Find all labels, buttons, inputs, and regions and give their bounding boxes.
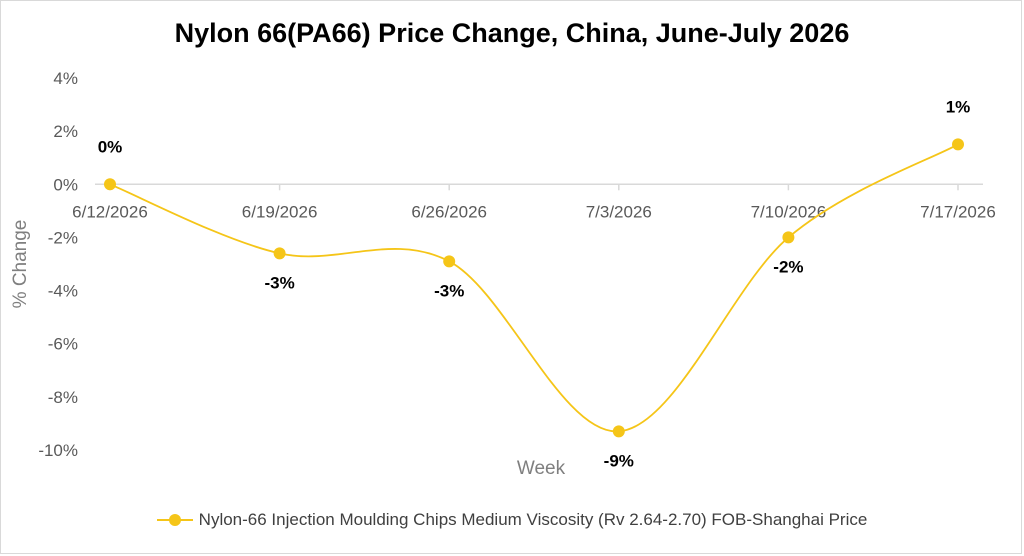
- x-axis-title: Week: [517, 458, 566, 479]
- y-tick-label: 4%: [53, 69, 78, 88]
- data-label: -9%: [604, 451, 634, 470]
- data-point: [952, 138, 964, 151]
- data-label: -3%: [264, 273, 294, 292]
- x-tick-label: 7/10/2026: [751, 202, 827, 221]
- data-point: [443, 255, 456, 268]
- x-tick-label: 6/19/2026: [242, 202, 318, 221]
- y-tick-label: 0%: [53, 175, 78, 194]
- y-tick-label: -6%: [48, 335, 78, 354]
- data-label: -3%: [434, 281, 464, 300]
- x-tick-label: 6/12/2026: [72, 202, 148, 221]
- x-tick-label: 6/26/2026: [411, 202, 487, 221]
- y-tick-label: 2%: [53, 122, 78, 141]
- data-point: [104, 178, 116, 191]
- legend-label: Nylon-66 Injection Moulding Chips Medium…: [198, 510, 868, 529]
- series-line: [109, 143, 959, 433]
- series-points: [104, 138, 964, 438]
- data-label: -2%: [773, 257, 803, 276]
- y-tick-label: -2%: [48, 228, 78, 247]
- data-point: [273, 247, 286, 260]
- x-tick-label: 7/17/2026: [920, 202, 996, 221]
- data-label: 0%: [98, 137, 123, 156]
- data-labels: 0% -3% -3% -9% -2% 1%: [98, 97, 971, 470]
- y-tick-label: -10%: [38, 441, 78, 460]
- legend: Nylon-66 Injection Moulding Chips Medium…: [0, 510, 1024, 530]
- y-tick-label: -8%: [48, 388, 78, 407]
- y-axis-title: % Change: [10, 220, 31, 309]
- data-point: [782, 231, 795, 244]
- x-tick-label: 7/3/2026: [586, 202, 652, 221]
- x-axis-ticks: 6/12/2026 6/19/2026 6/26/2026 7/3/2026 7/10/…: [72, 184, 996, 221]
- data-label: 1%: [946, 97, 971, 116]
- data-point: [612, 425, 625, 438]
- legend-marker: [156, 513, 193, 527]
- chart-title: Nylon 66(PA66) Price Change, China, June…: [174, 18, 850, 48]
- y-tick-label: -4%: [48, 282, 78, 301]
- y-axis-ticks: 4% 2% 0% -2% -4% -6% -8% -10%: [38, 69, 78, 460]
